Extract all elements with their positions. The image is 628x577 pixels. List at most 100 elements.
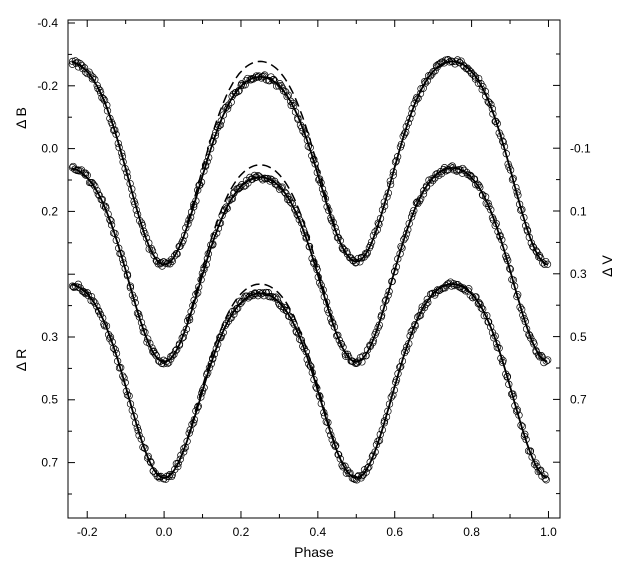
data-point	[527, 334, 535, 342]
data-point	[228, 195, 237, 203]
y-tick-label-upper: 0.2	[41, 204, 58, 218]
y-tick-label-right: 0.7	[570, 393, 587, 407]
ticks-layer	[68, 20, 560, 518]
data-point	[534, 351, 543, 359]
data-point	[339, 245, 347, 253]
data-point	[212, 344, 220, 353]
data-point	[463, 64, 471, 72]
data-point	[93, 186, 101, 195]
data-point	[95, 191, 104, 200]
data-point	[400, 236, 408, 244]
data-point	[367, 238, 376, 246]
data-point	[407, 213, 416, 221]
x-tick-label: 0.2	[233, 525, 250, 539]
y-tick-label-upper: -0.2	[37, 79, 58, 93]
x-tick-label: 0.8	[463, 525, 480, 539]
y-axis-title-right: Δ V	[599, 254, 615, 276]
data-point	[353, 359, 361, 367]
y-tick-label-lower: 0.5	[41, 393, 58, 407]
data-point	[89, 297, 98, 305]
data-point	[405, 219, 413, 228]
model-curves-layer	[71, 60, 548, 479]
data-point	[170, 252, 179, 260]
data-point	[542, 357, 550, 365]
data-point	[176, 242, 184, 250]
data-point	[363, 249, 371, 257]
model-curve	[71, 60, 548, 266]
data-point	[96, 310, 105, 319]
data-point	[353, 476, 361, 484]
model-curve-dashed	[186, 283, 336, 445]
tick-labels-layer: -0.2 0.0 0.2 0.4 0.6 0.8 1.0 -0.4 -0.2 0.0 0.2 0.3 0…	[37, 16, 591, 539]
data-point	[476, 183, 484, 192]
data-point	[359, 471, 367, 479]
data-point	[485, 98, 493, 107]
data-point	[272, 180, 280, 188]
data-point	[224, 101, 233, 109]
data-point	[541, 474, 549, 483]
x-tick-label: -0.2	[77, 525, 98, 539]
data-point	[219, 111, 228, 119]
model-curve-dashed	[186, 164, 336, 329]
data-point	[151, 350, 159, 358]
data-point	[283, 92, 291, 101]
y-tick-label-lower: 0.7	[41, 455, 58, 469]
data-point	[285, 312, 294, 320]
y-tick-label-right: 0.3	[570, 267, 587, 281]
data-point	[236, 299, 245, 307]
data-point	[165, 472, 173, 480]
data-point	[366, 241, 375, 250]
data-point	[94, 84, 102, 93]
data-point	[431, 67, 439, 75]
observed-points-layer	[68, 56, 552, 484]
model-curve	[71, 283, 548, 479]
data-point	[178, 334, 186, 342]
x-axis-title: Phase	[294, 544, 334, 560]
data-point	[87, 71, 95, 79]
data-point	[174, 459, 182, 468]
data-point	[99, 95, 108, 103]
data-point	[431, 174, 439, 182]
data-point	[106, 216, 114, 224]
y-axis-title-upper: Δ B	[13, 107, 29, 129]
data-point	[475, 299, 483, 307]
data-point	[232, 305, 241, 313]
data-point	[331, 442, 339, 450]
data-point	[484, 318, 493, 326]
y-tick-label-upper: -0.4	[37, 16, 58, 30]
data-point	[339, 343, 347, 351]
y-tick-label-right: -0.1	[570, 142, 591, 156]
x-tick-label: 0.4	[310, 525, 327, 539]
data-point	[264, 289, 272, 297]
data-point	[94, 306, 103, 315]
data-point	[68, 57, 77, 66]
data-point	[361, 249, 370, 258]
data-point	[80, 64, 89, 72]
data-point	[352, 258, 360, 266]
plot-frame	[67, 19, 561, 519]
data-point	[366, 342, 375, 350]
data-point	[203, 255, 212, 263]
data-point	[426, 72, 435, 80]
data-point	[96, 89, 105, 97]
y-tick-label-right: 0.5	[570, 330, 587, 344]
data-point	[409, 326, 417, 334]
data-point	[91, 299, 99, 307]
data-point	[315, 391, 323, 400]
data-point	[246, 292, 254, 301]
data-point	[176, 455, 184, 463]
data-point	[335, 336, 343, 344]
data-point	[428, 175, 436, 183]
data-point	[352, 359, 361, 367]
data-point	[286, 198, 295, 206]
data-point	[539, 259, 547, 267]
x-tick-label: 0.0	[156, 525, 173, 539]
data-point	[180, 329, 188, 337]
data-point	[476, 300, 484, 309]
y-tick-label-right: 0.1	[570, 204, 587, 218]
data-point	[429, 68, 437, 76]
data-point	[93, 302, 101, 311]
data-point	[94, 190, 102, 198]
data-point	[166, 471, 174, 479]
y-tick-label-upper: 0.0	[41, 142, 58, 156]
